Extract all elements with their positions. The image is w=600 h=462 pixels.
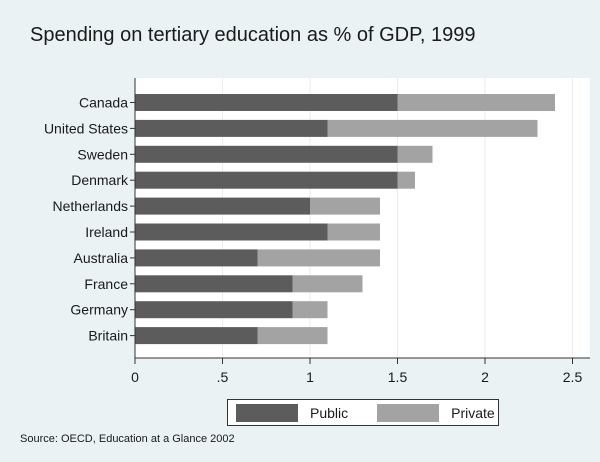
bar-public-britain: [135, 327, 258, 345]
plot-area: Canada United States Sweden Denmark Netherla…: [44, 78, 590, 385]
x-axis: 0 .5 1 1.5 2 2.5: [130, 78, 590, 385]
legend-swatch-private: [377, 403, 440, 422]
bar-public-ireland: [135, 223, 328, 241]
bars: [135, 94, 555, 345]
category-label: Canada: [79, 95, 128, 111]
category-label: Australia: [74, 250, 129, 266]
bar-public-germany: [135, 301, 293, 319]
category-labels: Canada United States Sweden Denmark Netherla…: [44, 95, 129, 344]
legend-label-private: Private: [451, 404, 495, 421]
legend-item-private: Private: [377, 403, 495, 422]
bar-public-united-states: [135, 119, 328, 137]
category-label: United States: [44, 120, 128, 136]
bar-public-denmark: [135, 171, 398, 189]
bar-private-france: [292, 275, 363, 293]
bar-private-netherlands: [310, 197, 380, 215]
legend-label-public: Public: [310, 404, 349, 421]
bar-private-australia: [257, 249, 380, 267]
bar-private-sweden: [397, 145, 433, 163]
bar-public-netherlands: [135, 197, 310, 215]
bar-private-ireland: [327, 223, 380, 241]
chart-title: Spending on tertiary education as % of G…: [30, 24, 476, 46]
legend-swatch-public: [236, 403, 298, 422]
legend-item-public: Public: [236, 403, 349, 422]
x-tick-label: .5: [217, 369, 229, 385]
x-tick-label: 2.5: [563, 369, 583, 385]
category-label: Netherlands: [53, 198, 129, 214]
bar-private-united-states: [327, 119, 538, 137]
bar-private-britain: [257, 327, 328, 345]
x-tick-label: 1.5: [388, 369, 408, 385]
x-tick-label: 1: [306, 369, 314, 385]
category-label: Germany: [70, 302, 128, 318]
bar-public-france: [135, 275, 293, 293]
category-label: Ireland: [85, 224, 128, 240]
bar-public-canada: [135, 94, 398, 111]
category-label: Britain: [88, 328, 128, 344]
category-label: France: [84, 276, 128, 292]
bar-private-germany: [292, 301, 328, 319]
category-label: Denmark: [71, 172, 129, 188]
bar-public-australia: [135, 249, 258, 267]
source-note: Source: OECD, Education at a Glance 2002: [20, 433, 235, 445]
x-tick-label: 2: [481, 369, 489, 385]
bar-private-canada: [397, 94, 555, 111]
bar-private-denmark: [397, 171, 415, 189]
legend: Public Private: [227, 399, 499, 426]
bar-public-sweden: [135, 145, 398, 163]
category-label: Sweden: [77, 146, 128, 162]
x-tick-label: 0: [131, 369, 139, 385]
